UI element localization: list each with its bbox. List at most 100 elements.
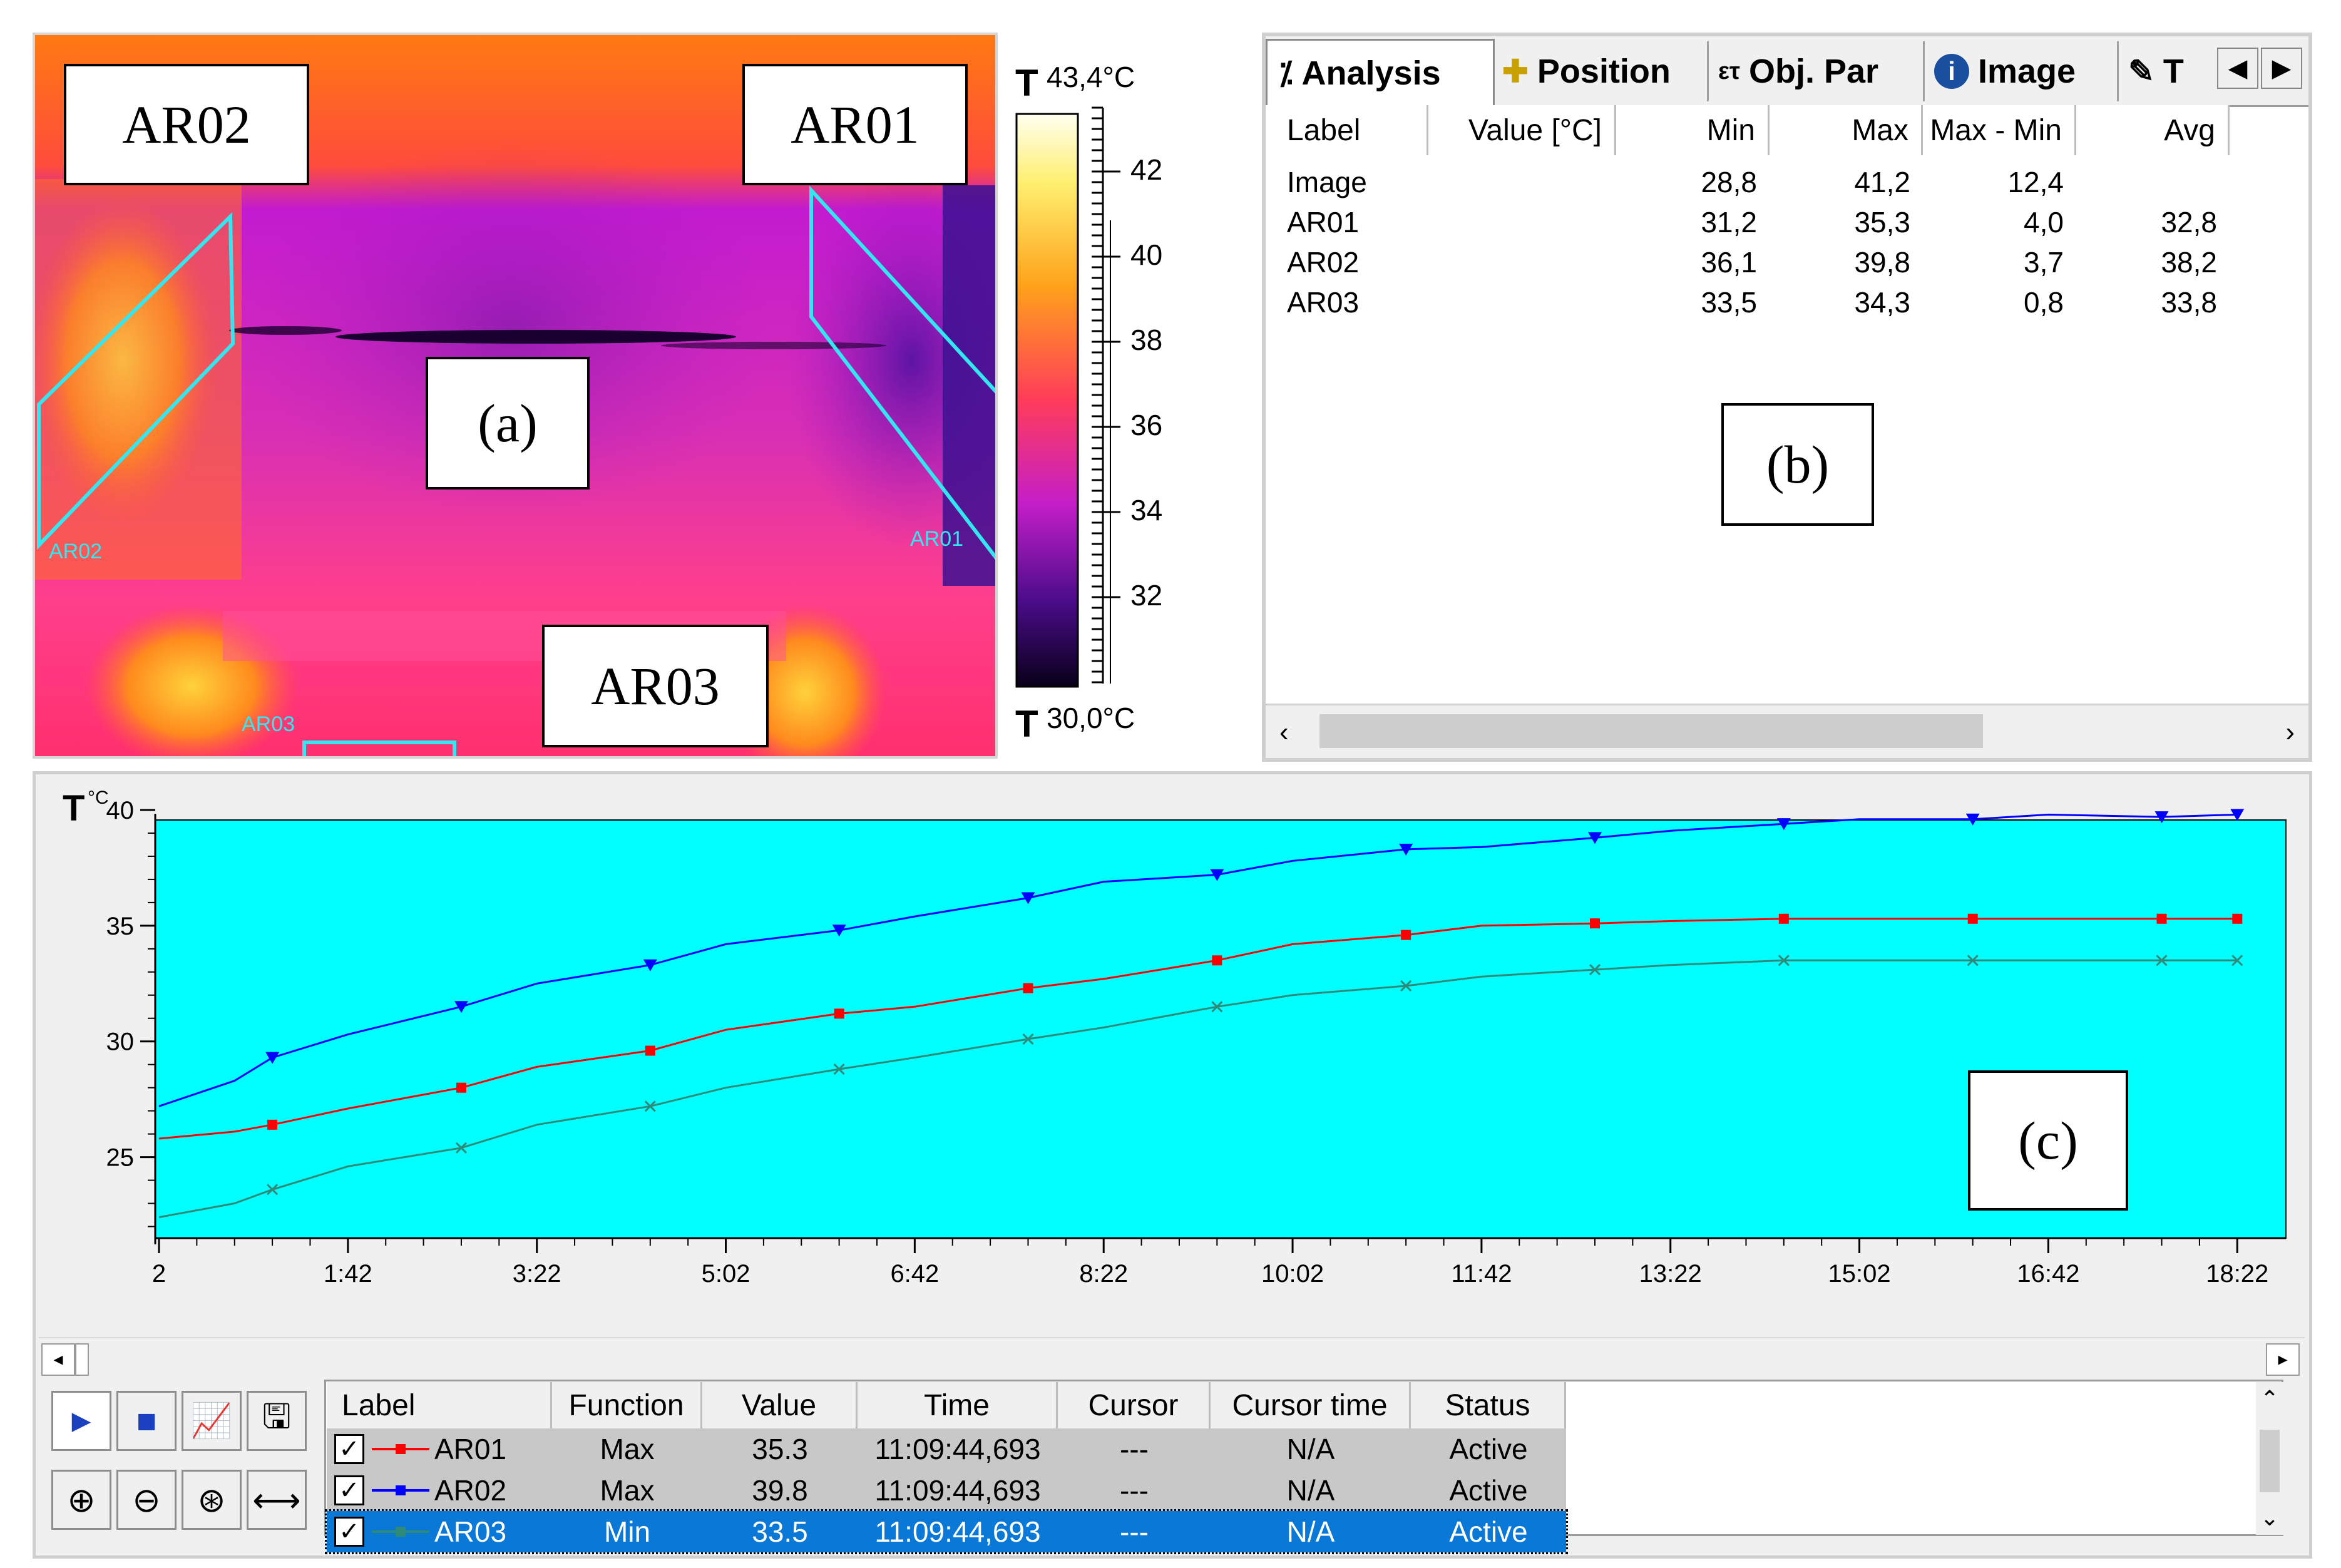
legend-header-cursor-time[interactable]: Cursor time	[1211, 1382, 1411, 1428]
series-marker-ar01	[1590, 918, 1601, 929]
play-button[interactable]: ▶	[51, 1391, 111, 1451]
series-marker-ar03	[455, 1142, 468, 1154]
chevron-right-icon[interactable]: ›	[2285, 717, 2295, 747]
chevron-right-icon[interactable]: ▸	[2266, 1343, 2300, 1376]
y-axis-unit: °C	[88, 787, 109, 808]
chevron-up-icon[interactable]: ⌃	[2260, 1386, 2280, 1412]
legend-cell-status: Active	[1449, 1474, 1528, 1507]
scrollbar-thumb[interactable]	[75, 1343, 89, 1376]
legend-header-value[interactable]: Value	[702, 1382, 858, 1428]
series-marker-ar01	[2156, 913, 2167, 924]
graph-settings-button[interactable]: 🖫	[247, 1391, 307, 1451]
legend-scrollbar[interactable]: ⌃ ⌄	[2256, 1382, 2283, 1535]
y-tick-label: 35	[106, 913, 135, 940]
new-graph-button[interactable]: 📈	[182, 1391, 242, 1451]
tab-scroll-right-button[interactable]: ▶	[2261, 48, 2302, 89]
tab-analysis[interactable]: ⁒ Analysis	[1266, 39, 1495, 106]
legend-cell-function: Min	[603, 1515, 651, 1548]
series-marker-ar01	[2232, 913, 2243, 924]
zoom-fit-button[interactable]: ⊛	[182, 1470, 242, 1530]
chevron-down-icon[interactable]: ⌄	[2260, 1505, 2280, 1530]
legend-row[interactable]	[327, 1470, 1566, 1511]
x-tick-label: 1:42	[324, 1260, 372, 1288]
series-line-ar02	[158, 813, 2238, 1107]
pan-button[interactable]: ⟷	[247, 1470, 307, 1530]
chevron-left-icon[interactable]: ◂	[41, 1343, 75, 1376]
roi-ar02[interactable]	[37, 212, 235, 550]
tab-label: Position	[1537, 53, 1671, 90]
series-marker-ar03	[644, 1100, 656, 1112]
zoom-out-icon: ⊖	[132, 1481, 161, 1519]
scale-tick: 32	[1130, 579, 1163, 612]
roi-label-ar02: AR02	[49, 540, 103, 563]
series-line-ar03	[158, 959, 2238, 1219]
legend-cell-status: Active	[1449, 1515, 1528, 1548]
analysis-cell-avg: 38,2	[2161, 246, 2217, 279]
stop-button[interactable]: ■	[116, 1391, 177, 1451]
temperature-chart[interactable]: 40 35 30 25 2 1:42 3:22 5:02 6:42 8:22 10:02 11:42 1…	[0, 0, 2341, 1346]
tab-position[interactable]: ✚ Position	[1491, 41, 1709, 101]
thermal-image[interactable]: AR02 AR01 (a) AR03 AR02 AR01 AR03	[33, 33, 998, 759]
analysis-cell-label: AR01	[1287, 206, 1360, 238]
column-header-min[interactable]: Min	[1616, 105, 1770, 155]
legend-header-label[interactable]: Label	[327, 1382, 552, 1428]
legend-cell-cursor: ---	[1120, 1474, 1149, 1507]
analysis-cell-max: 35,3	[1854, 206, 1910, 238]
series-marker-ar02	[1965, 813, 1980, 826]
analysis-cell-range: 4,0	[2024, 206, 2064, 238]
scale-min-label: 30,0°C	[1047, 702, 1135, 734]
column-header-avg[interactable]: Avg	[2076, 105, 2230, 155]
legend-row[interactable]	[327, 1428, 1566, 1470]
series-marker-ar02	[2230, 809, 2245, 821]
new-graph-icon: 📈	[190, 1401, 233, 1440]
scrollbar-thumb[interactable]	[2260, 1430, 2280, 1492]
zoom-out-button[interactable]: ⊖	[116, 1470, 177, 1530]
color-scale-bar	[1015, 106, 1120, 688]
tab-text[interactable]: ✎ T	[2117, 41, 2230, 101]
analysis-icon: ⁒	[1279, 56, 1293, 91]
analysis-cell-min: 36,1	[1701, 246, 1757, 279]
legend-header-cursor[interactable]: Cursor	[1058, 1382, 1211, 1428]
analysis-cell-range: 0,8	[2024, 286, 2064, 319]
horizontal-scrollbar[interactable]: ‹ ›	[1266, 704, 2308, 758]
analysis-cell-min: 31,2	[1701, 206, 1757, 238]
roi-ar01[interactable]	[809, 185, 998, 563]
analysis-cell-avg: 33,8	[2161, 286, 2217, 319]
x-tick-label: 16:42	[2017, 1260, 2079, 1288]
tab-object-parameters[interactable]: ετ Obj. Par	[1707, 41, 1925, 101]
zoom-in-button[interactable]: ⊕	[51, 1470, 111, 1530]
series-marker-ar02	[1210, 869, 1224, 881]
legend-header-status[interactable]: Status	[1411, 1382, 1566, 1428]
graph-time-scrollbar[interactable]: ◂ ▸	[39, 1337, 2305, 1378]
series-marker-ar02	[1776, 818, 1791, 831]
legend-row-checkbox[interactable]: ✓	[334, 1434, 364, 1464]
scale-tick: 34	[1130, 494, 1163, 526]
legend-row-checkbox[interactable]: ✓	[334, 1517, 364, 1547]
legend-cell-label: AR03	[434, 1515, 507, 1548]
x-tick-label: 6:42	[890, 1260, 939, 1288]
column-header-max[interactable]: Max	[1770, 105, 1923, 155]
legend-series-swatch	[372, 1527, 429, 1537]
column-header-label[interactable]: Label	[1266, 105, 1428, 155]
graph-settings-icon: 🖫	[262, 1398, 291, 1435]
info-icon: i	[1934, 54, 1969, 89]
legend-cell-cursor-time: N/A	[1286, 1433, 1335, 1465]
column-header-range[interactable]: Max - Min	[1923, 105, 2076, 155]
legend-cell-time: 11:09:44,693	[874, 1515, 1041, 1548]
tab-image[interactable]: i Image	[1923, 41, 2119, 101]
legend-header-function[interactable]: Function	[552, 1382, 702, 1428]
chevron-left-icon[interactable]: ‹	[1279, 717, 1289, 747]
tab-scroll-left-button[interactable]: ◀	[2217, 48, 2258, 89]
legend-cell-time: 11:09:44,693	[874, 1433, 1041, 1465]
legend-row[interactable]	[325, 1509, 1568, 1554]
analysis-cell-label: AR03	[1287, 286, 1360, 319]
series-marker-ar03	[2231, 955, 2243, 966]
legend-header-time[interactable]: Time	[858, 1382, 1058, 1428]
scale-tick: 36	[1130, 409, 1163, 441]
column-header-value[interactable]: Value [°C]	[1428, 105, 1616, 155]
x-tick-label: 15:02	[1828, 1260, 1891, 1288]
scrollbar-thumb[interactable]	[1319, 714, 1983, 748]
legend-row-checkbox[interactable]: ✓	[334, 1475, 364, 1505]
legend-cell-cursor-time: N/A	[1286, 1474, 1335, 1507]
roi-ar03[interactable]	[302, 740, 456, 759]
